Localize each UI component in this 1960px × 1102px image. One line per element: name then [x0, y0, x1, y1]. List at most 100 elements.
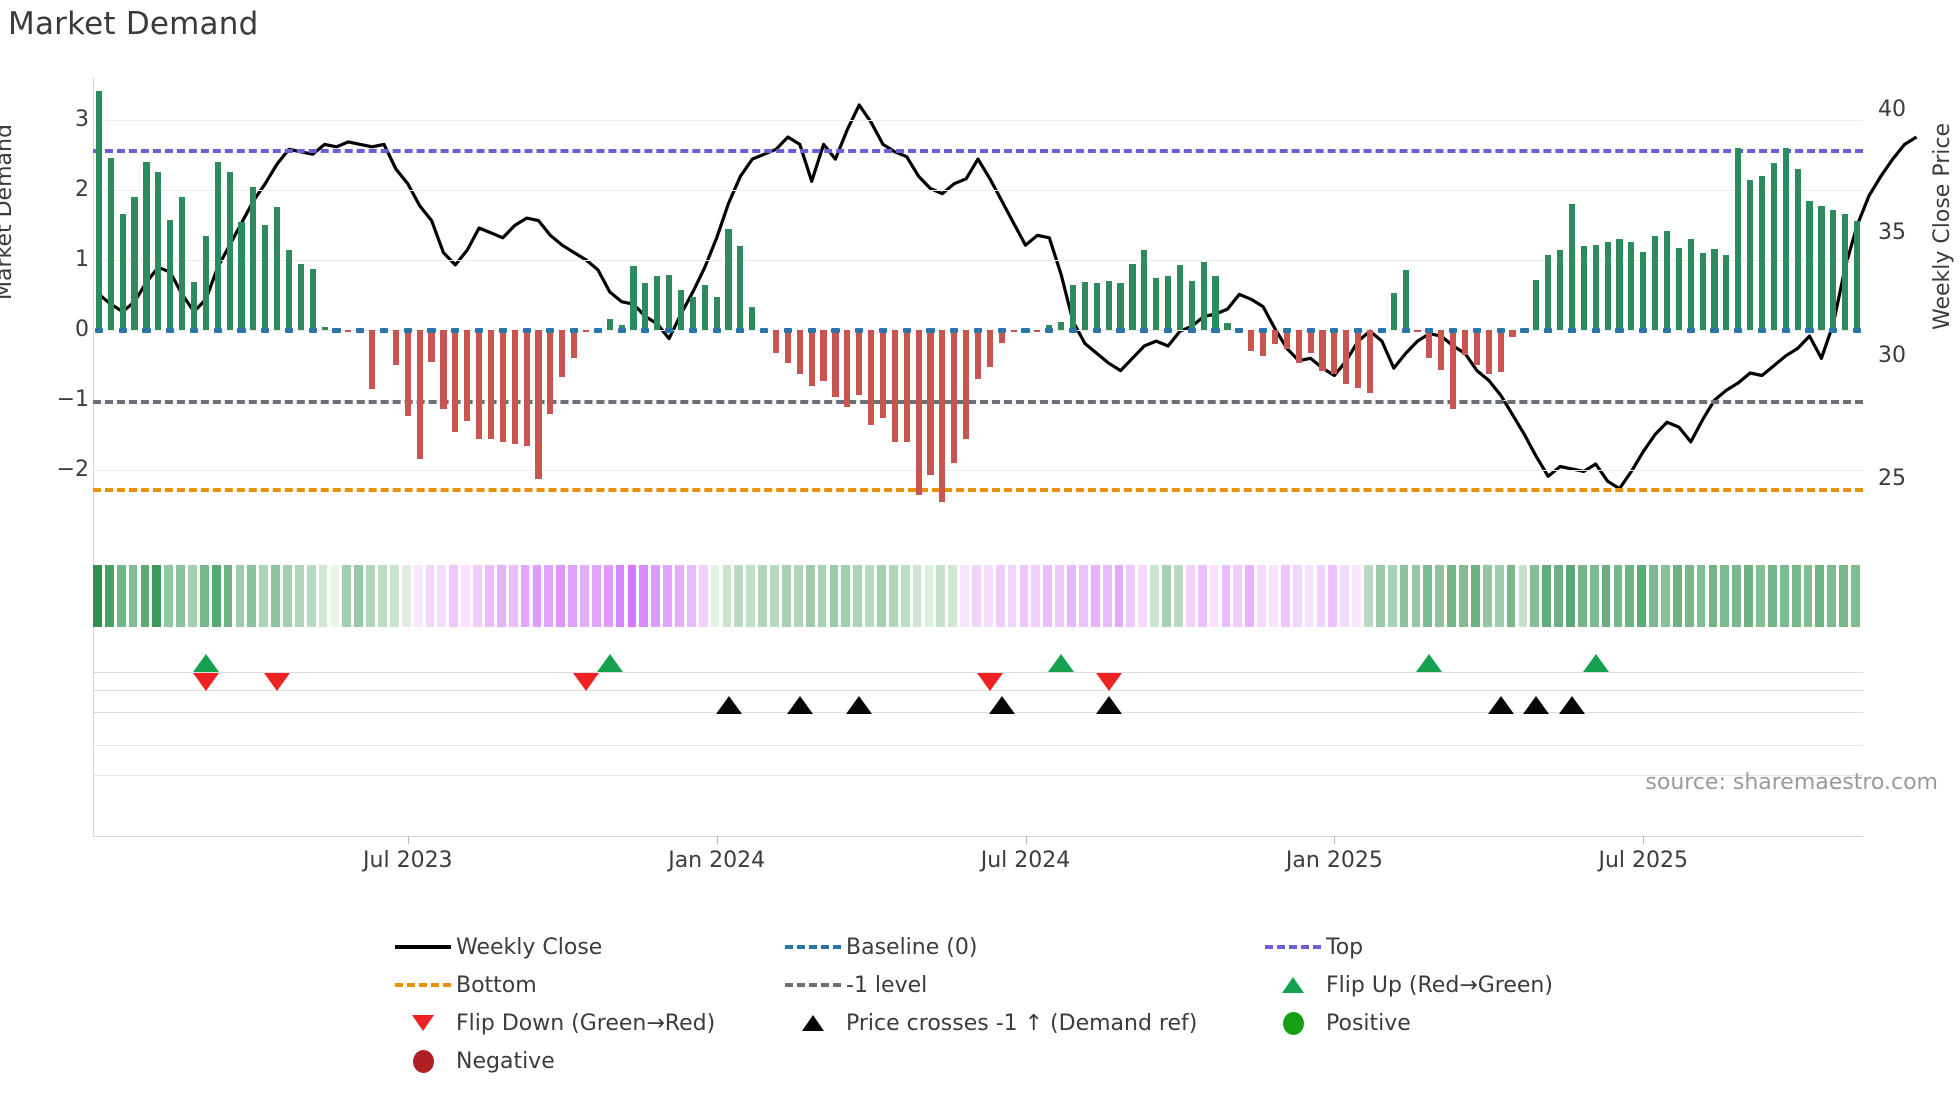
baseline-segment	[878, 328, 888, 334]
flip-down-marker	[264, 673, 291, 691]
demand-bar	[998, 330, 1005, 343]
baseline-segment	[1425, 328, 1434, 334]
legend-item: Negative	[390, 1042, 780, 1080]
heat-strip-cell	[1720, 565, 1730, 627]
baseline-segment	[1092, 328, 1101, 334]
baseline-segment	[1544, 328, 1553, 334]
heat-strip-cell	[686, 565, 696, 627]
heat-strip-cell	[591, 565, 601, 627]
heat-strip-cell	[259, 565, 269, 627]
marker-row-guide	[93, 745, 1863, 746]
baseline-segment	[1472, 328, 1481, 334]
y-axis-tick-label: 0	[75, 317, 89, 343]
heat-strip-cell	[912, 565, 922, 627]
main-plot-area	[93, 78, 1918, 523]
demand-bar	[677, 290, 685, 331]
heat-strip-cell	[936, 565, 946, 627]
demand-bar	[1853, 220, 1861, 331]
heat-strip-cell	[544, 565, 554, 627]
heat-strip-cell	[615, 565, 625, 627]
baseline-segment	[427, 328, 436, 334]
heat-strip-cell	[1185, 565, 1195, 627]
heat-strip-cell	[1078, 565, 1088, 627]
demand-bar	[1390, 293, 1397, 331]
demand-bar	[1271, 330, 1279, 345]
demand-bar	[214, 162, 221, 331]
heat-strip-cell	[1506, 565, 1516, 627]
demand-bar	[606, 319, 613, 331]
y2-axis-tick-label: 30	[1878, 342, 1906, 368]
heat-strip-cell	[1375, 565, 1385, 627]
demand-bar	[559, 330, 566, 377]
flip-down-marker	[192, 673, 219, 691]
heat-strip-cell	[1696, 565, 1706, 627]
demand-heat-strip	[93, 565, 1863, 627]
heat-strip-cell	[1245, 565, 1255, 627]
heat-strip-cell	[960, 565, 969, 627]
demand-bar	[1069, 285, 1077, 331]
demand-bar	[1176, 265, 1184, 331]
heat-strip-cell	[437, 565, 447, 627]
demand-bar	[499, 330, 506, 443]
demand-bar	[1663, 230, 1671, 331]
heat-strip-cell	[1494, 565, 1504, 627]
demand-bar	[1473, 330, 1480, 366]
demand-bar	[440, 330, 447, 409]
heat-strip-cell	[1827, 565, 1837, 627]
heat-strip-cell	[1851, 565, 1860, 627]
heat-strip-cell	[948, 565, 958, 627]
demand-bar	[1260, 330, 1267, 356]
heat-strip-cell	[1566, 565, 1575, 627]
demand-bar	[547, 330, 554, 415]
legend-label: Positive	[1326, 1010, 1411, 1036]
heat-strip-cell	[1043, 565, 1053, 627]
heat-strip-cell	[140, 565, 150, 627]
y-axis-tick-label: −1	[56, 387, 89, 413]
heat-strip-cell	[128, 565, 138, 627]
demand-bar	[1343, 330, 1350, 384]
x-axis-tick-mark	[1643, 836, 1645, 844]
legend-row: Bottom -1 level Flip Up (Red→Green)	[390, 966, 1680, 1004]
baseline-segment	[1282, 328, 1291, 334]
demand-bar	[1331, 330, 1338, 374]
baseline-segment	[783, 328, 793, 334]
demand-bar	[879, 330, 887, 418]
heat-strip-cell	[1708, 565, 1718, 627]
price-cross-marker	[1523, 696, 1550, 714]
baseline-segment	[356, 328, 365, 334]
baseline-segment	[451, 328, 460, 334]
heat-strip-cell	[1779, 565, 1789, 627]
demand-bar	[452, 330, 459, 432]
legend-empty-cell	[1260, 1042, 1680, 1080]
heat-strip-cell	[1364, 565, 1373, 627]
heat-strip-cell	[342, 565, 352, 627]
demand-bar	[1735, 148, 1742, 331]
heat-strip-cell	[425, 565, 435, 627]
demand-bar	[844, 330, 851, 408]
flip-down-marker	[572, 673, 599, 691]
baseline-segment	[807, 328, 816, 334]
y-axis-tick-label: 3	[75, 107, 89, 133]
demand-bar	[1129, 263, 1136, 331]
price-cross-marker	[1558, 696, 1585, 714]
heat-strip-cell	[805, 565, 815, 627]
demand-bar	[1034, 330, 1041, 332]
heat-strip-cell	[1328, 565, 1338, 627]
heat-strip-cell	[306, 565, 316, 627]
heat-strip-cell	[888, 565, 898, 627]
demand-bar	[571, 330, 578, 359]
page-title: Market Demand	[8, 6, 259, 42]
baseline-segment	[332, 328, 341, 334]
demand-bar	[238, 221, 245, 331]
legend-row: Weekly Close Baseline (0) Top	[390, 928, 1680, 966]
heat-strip-cell	[354, 565, 364, 627]
heat-strip-cell	[93, 565, 102, 627]
heat-strip-cell	[698, 565, 708, 627]
demand-bar	[1818, 205, 1825, 331]
heat-strip-cell	[235, 565, 245, 627]
baseline-segment	[1852, 328, 1862, 334]
legend-row: Negative	[390, 1042, 1680, 1080]
heat-strip-cell	[1577, 565, 1587, 627]
demand-bar	[1224, 323, 1231, 331]
demand-bar	[1141, 249, 1148, 331]
